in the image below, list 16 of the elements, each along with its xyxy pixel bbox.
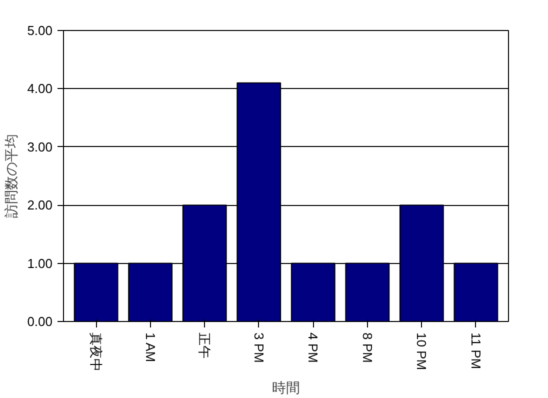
y-tick-label: 0.00	[27, 314, 53, 329]
x-tick-label: 3 PM	[251, 332, 266, 363]
x-tick-label: 4 PM	[306, 332, 321, 363]
x-tick-label: 11 PM	[468, 332, 484, 370]
y-tick-label: 3.00	[27, 139, 53, 154]
y-tick-label: 5.00	[27, 23, 53, 38]
x-tick-label: 真夜中	[88, 332, 104, 372]
y-tick-label: 1.00	[27, 256, 53, 271]
x-tick-label: 10 PM	[414, 332, 430, 370]
y-tick-label: 2.00	[27, 198, 53, 213]
y-tick-label: 4.00	[27, 81, 53, 96]
x-tick-label: 1 AM	[142, 332, 158, 362]
x-tick-label: 正午	[197, 332, 212, 358]
x-tick-label: 8 PM	[360, 332, 375, 363]
x-axis-title: 時間	[272, 380, 300, 396]
y-axis-title: 訪問数の平均	[3, 134, 20, 218]
